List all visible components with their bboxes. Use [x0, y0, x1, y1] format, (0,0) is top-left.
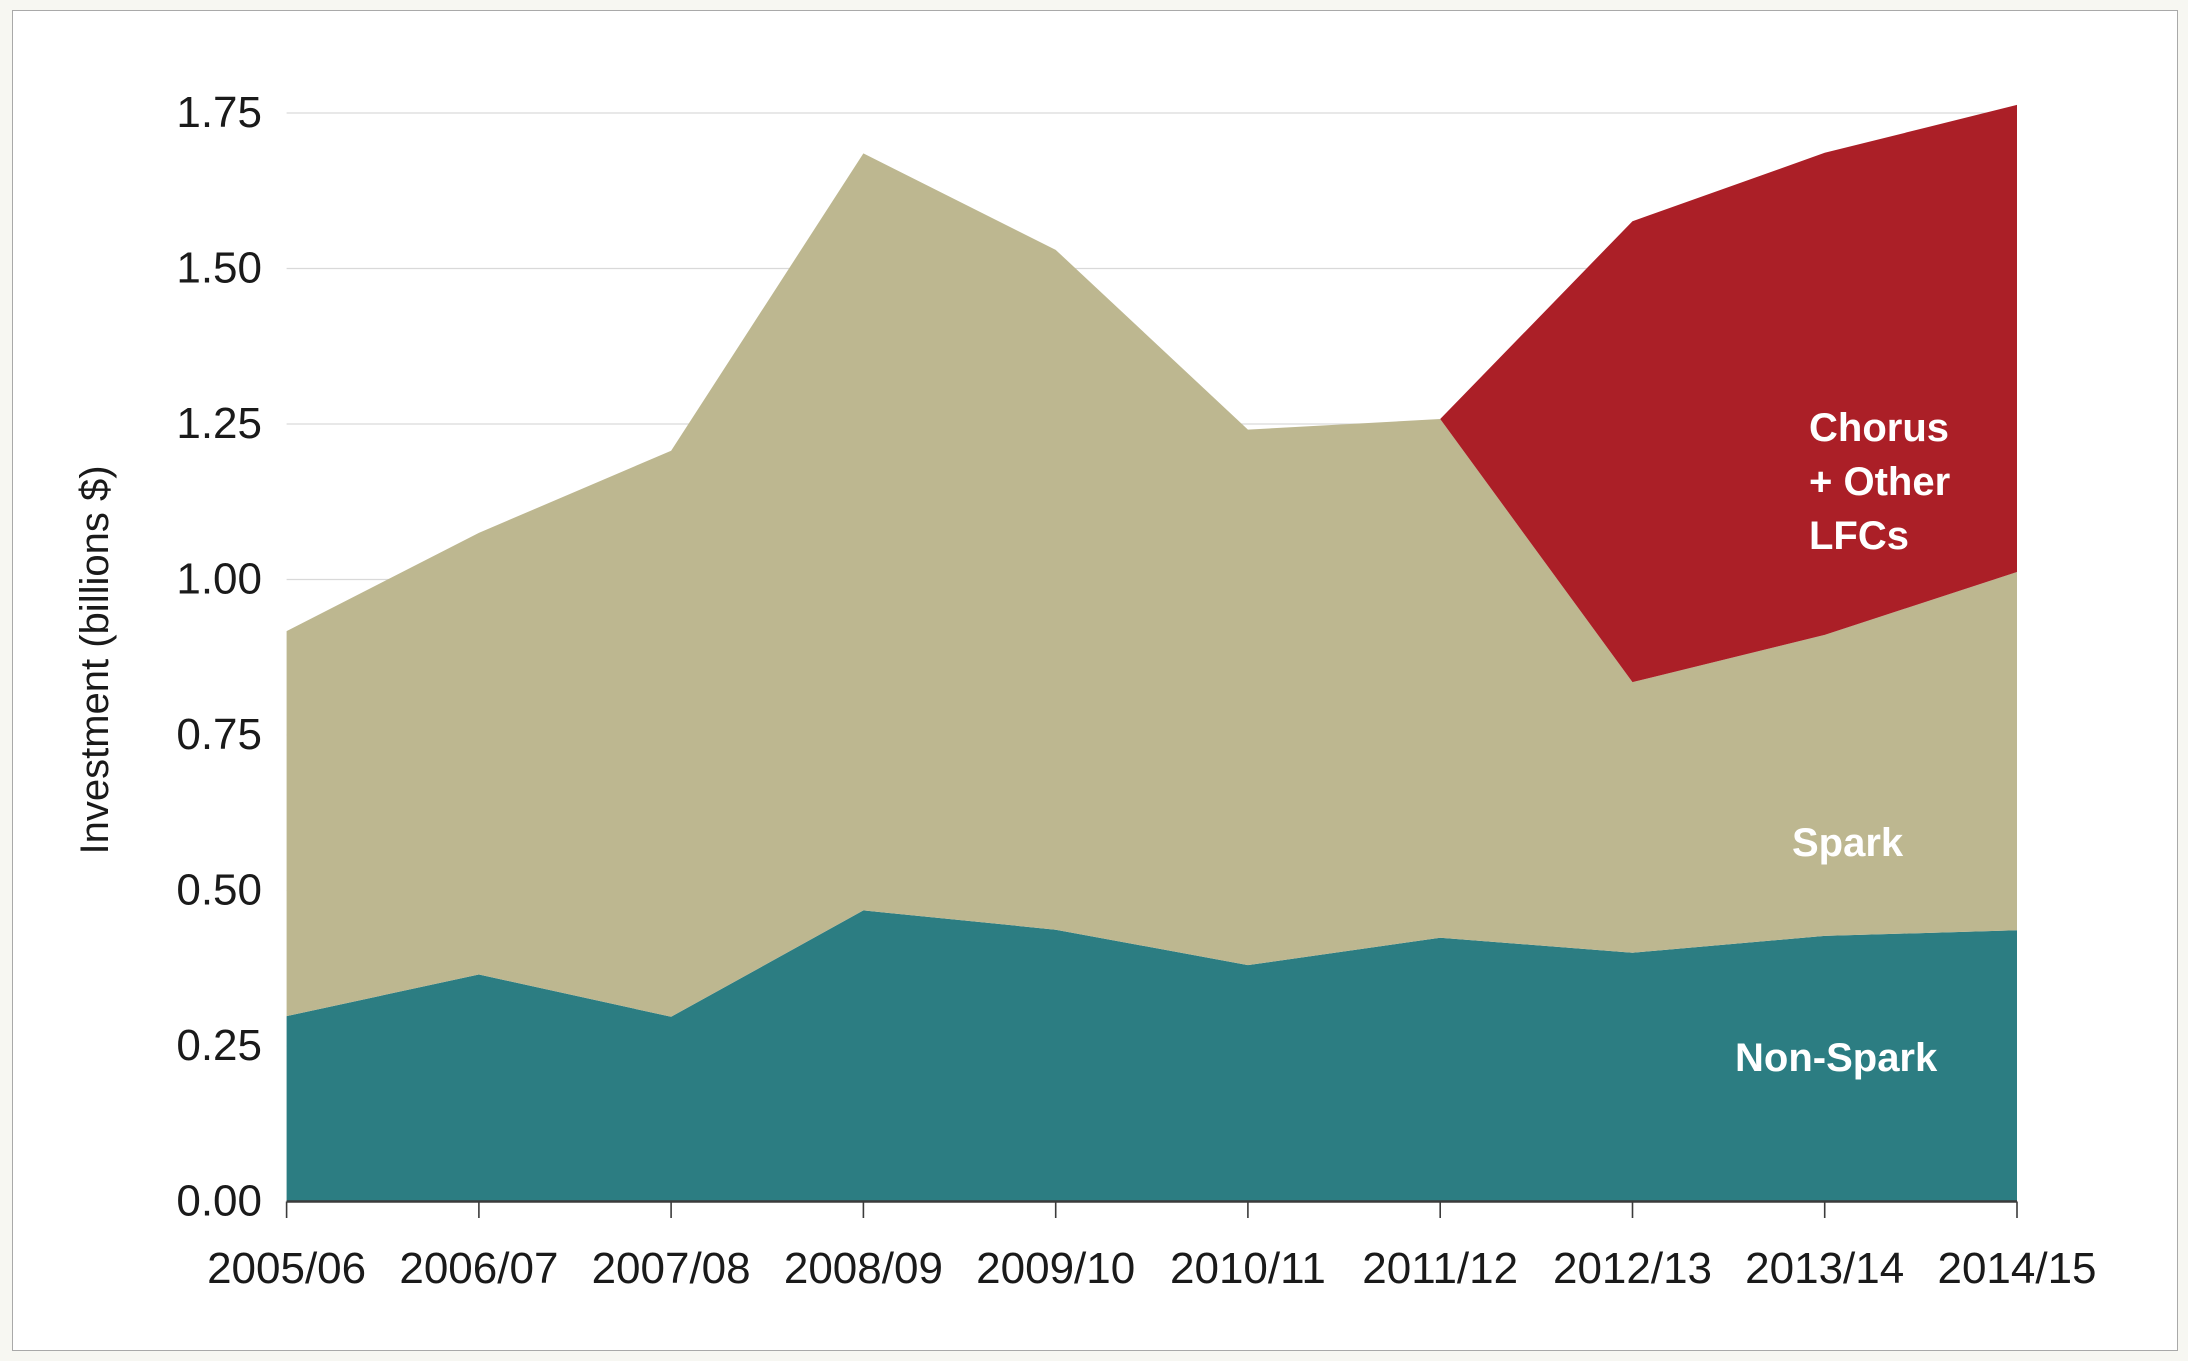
svg-text:1.00: 1.00: [176, 555, 262, 604]
svg-text:2010/11: 2010/11: [1170, 1244, 1326, 1293]
svg-text:LFCs: LFCs: [1809, 514, 1909, 558]
svg-text:2011/12: 2011/12: [1362, 1244, 1518, 1293]
svg-text:1.50: 1.50: [176, 244, 262, 293]
svg-text:2008/09: 2008/09: [784, 1244, 943, 1293]
svg-text:2012/13: 2012/13: [1553, 1244, 1712, 1293]
svg-text:2013/14: 2013/14: [1745, 1244, 1904, 1293]
svg-text:2007/08: 2007/08: [592, 1244, 751, 1293]
svg-text:+ Other: + Other: [1809, 460, 1950, 504]
svg-text:0.75: 0.75: [176, 710, 262, 759]
svg-text:Spark: Spark: [1792, 821, 1904, 865]
svg-text:Chorus: Chorus: [1809, 406, 1949, 450]
svg-text:0.50: 0.50: [176, 866, 262, 915]
svg-text:2014/15: 2014/15: [1937, 1244, 2096, 1293]
svg-text:2005/06: 2005/06: [207, 1244, 366, 1293]
svg-text:1.25: 1.25: [176, 399, 262, 448]
svg-text:Investment (billions $): Investment (billions $): [73, 465, 117, 854]
svg-text:1.75: 1.75: [176, 88, 262, 137]
svg-text:0.00: 0.00: [176, 1177, 262, 1226]
svg-text:0.25: 0.25: [176, 1021, 262, 1070]
svg-text:Non-Spark: Non-Spark: [1735, 1036, 1938, 1080]
svg-text:2006/07: 2006/07: [399, 1244, 558, 1293]
svg-text:2009/10: 2009/10: [976, 1244, 1135, 1293]
